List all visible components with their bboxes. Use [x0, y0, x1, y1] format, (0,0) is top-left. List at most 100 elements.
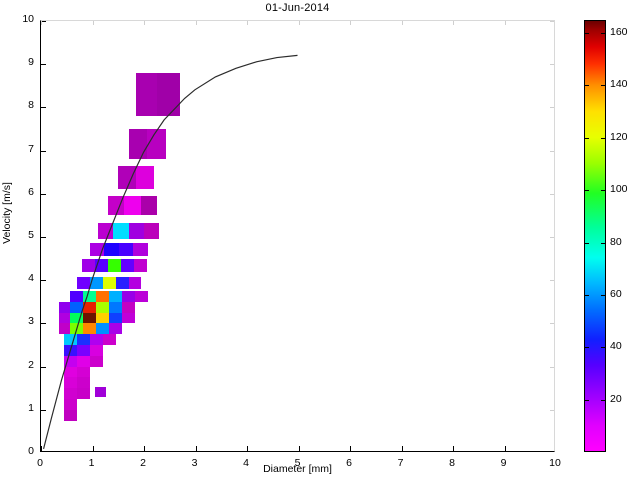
x-tick-label: 9	[500, 457, 507, 469]
y-tick-mark	[41, 237, 46, 238]
x-tick-mark	[504, 446, 506, 451]
colorbar-tick-mark	[584, 242, 589, 244]
heatmap-cell	[121, 301, 135, 313]
colorbar-tick-mark	[584, 33, 589, 35]
x-tick-mark	[92, 446, 94, 451]
colorbar-tick-mark	[584, 85, 589, 87]
heatmap-cell	[64, 366, 78, 378]
y-tick-label: 2	[28, 358, 34, 371]
heatmap-cell	[96, 291, 109, 302]
heatmap-cell	[64, 399, 78, 410]
x-tick-mark	[247, 446, 248, 451]
heatmap-cell	[77, 377, 90, 389]
heatmap-cell	[64, 409, 78, 421]
heatmap-cell	[59, 312, 71, 324]
plot-area	[40, 20, 555, 452]
x-tick-mark-top	[247, 21, 248, 25]
x-tick-mark	[401, 446, 403, 451]
y-tick-mark-right	[550, 237, 554, 238]
colorbar-tick-mark-right	[601, 190, 606, 192]
heatmap-cell	[108, 291, 122, 302]
heatmap-cell	[89, 276, 103, 289]
y-tick-mark-right	[550, 21, 554, 22]
heatmap-cell	[64, 355, 78, 367]
y-tick-mark	[41, 366, 46, 368]
x-tick-mark-top	[195, 21, 197, 25]
heatmap-cell	[82, 258, 96, 272]
y-axis-label: Velocity [m/s]	[0, 182, 13, 244]
x-tick-label: 3	[191, 457, 198, 469]
y-tick-label: 8	[28, 99, 34, 112]
heatmap-cell	[64, 377, 78, 389]
heatmap-cell	[70, 323, 84, 335]
x-tick-label: 4	[243, 457, 249, 469]
y-tick-mark-right	[550, 107, 554, 109]
y-tick-mark-right	[550, 366, 554, 368]
x-tick-label: 0	[37, 457, 43, 469]
x-tick-mark-top	[350, 21, 351, 25]
heatmap-cell	[64, 388, 78, 399]
heatmap-cell	[96, 301, 109, 313]
heatmap-cell	[96, 323, 109, 335]
colorbar-tick-label: 80	[610, 235, 622, 248]
colorbar-tick-mark	[584, 399, 589, 401]
heatmap-cell	[104, 242, 119, 257]
colorbar-tick-label: 120	[610, 130, 628, 143]
x-tick-mark-top	[453, 21, 454, 25]
colorbar-tick-mark	[584, 137, 589, 139]
heatmap-cell	[140, 195, 158, 216]
y-tick-mark	[41, 150, 46, 152]
heatmap-cell	[128, 129, 147, 160]
y-tick-mark	[41, 409, 46, 411]
y-tick-mark-right	[550, 193, 554, 195]
heatmap-cell	[156, 72, 181, 117]
colorbar-tick-label: 100	[610, 183, 628, 196]
heatmap-cell	[83, 301, 97, 313]
heatmap-cell	[59, 323, 71, 335]
x-tick-label: 10	[549, 457, 561, 469]
x-tick-mark	[195, 446, 197, 451]
heatmap-cell	[113, 222, 129, 240]
heatmap-cell	[108, 301, 122, 313]
y-tick-mark-right	[550, 150, 554, 152]
x-tick-mark-top	[401, 21, 403, 25]
heatmap-cell	[70, 301, 84, 313]
colorbar-tick-mark-right	[601, 33, 606, 35]
heatmap-cell	[77, 276, 90, 289]
y-tick-label: 10	[22, 13, 34, 25]
heatmap-cell	[136, 72, 157, 117]
heatmap-cell	[121, 312, 135, 324]
heatmap-cell	[121, 291, 135, 302]
x-tick-label: 8	[449, 457, 455, 469]
x-tick-mark	[350, 446, 351, 451]
x-tick-label: 6	[346, 457, 352, 469]
heatmap-cell	[83, 312, 97, 324]
heatmap-cell	[120, 258, 134, 272]
y-tick-mark-right	[550, 409, 554, 411]
colorbar	[584, 20, 606, 452]
y-tick-label: 3	[28, 315, 34, 328]
x-tick-mark	[41, 446, 42, 451]
colorbar-tick-label: 160	[610, 26, 628, 39]
heatmap-cell	[70, 312, 84, 324]
heatmap-cell	[118, 165, 137, 190]
y-tick-mark	[41, 107, 46, 109]
y-tick-label: 9	[28, 56, 34, 69]
colorbar-tick-label: 20	[610, 392, 622, 405]
colorbar-tick-mark	[584, 190, 589, 192]
y-tick-mark	[41, 64, 46, 66]
heatmap-cell	[128, 276, 142, 289]
heatmap-cell	[102, 276, 116, 289]
heatmap-cell	[89, 242, 105, 257]
colorbar-tick-label: 140	[610, 78, 628, 91]
heatmap-cell	[115, 276, 129, 289]
heatmap-cell	[77, 345, 90, 356]
heatmap-cell	[144, 222, 160, 240]
colorbar-tick-label: 60	[610, 287, 622, 300]
heatmap-cell	[118, 242, 134, 257]
heatmap-cell	[136, 165, 155, 190]
heatmap-cell	[96, 312, 109, 324]
heatmap-cell	[64, 334, 78, 345]
x-tick-mark	[144, 446, 145, 451]
